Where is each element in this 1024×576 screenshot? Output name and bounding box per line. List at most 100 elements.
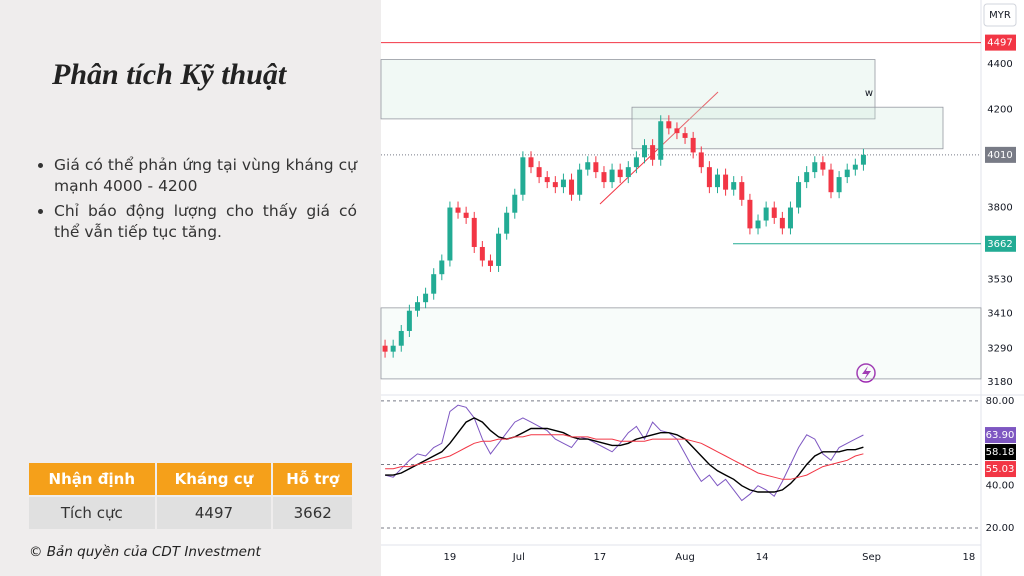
candle-body: [479, 246, 485, 261]
candle-body: [504, 212, 510, 234]
candle-body: [820, 162, 826, 170]
table-cell: Tích cực: [29, 495, 157, 529]
y-tick-label: 3180: [987, 377, 1012, 388]
candle-body: [706, 167, 712, 188]
indicator-line: [384, 404, 864, 502]
value-tag-label: 63.90: [986, 430, 1015, 441]
bullet: Giá có thể phản ứng tại vùng kháng cự mạ…: [54, 155, 357, 197]
candle-body: [796, 182, 802, 208]
level-label: 3662: [987, 239, 1012, 250]
candle-body: [577, 169, 583, 195]
candle-body: [852, 164, 858, 170]
candle-body: [690, 137, 696, 153]
candle-body: [666, 121, 672, 129]
y-tick-label: 3530: [987, 275, 1012, 286]
y-tick-label: 3290: [987, 344, 1012, 355]
candle-body: [658, 121, 664, 160]
level-label: 4010: [987, 150, 1012, 161]
candle-body: [512, 194, 518, 213]
value-tag: [985, 461, 1016, 478]
candle-body: [779, 217, 785, 229]
zone: [380, 59, 876, 120]
value-tag: [985, 427, 1016, 444]
candle-body: [617, 169, 623, 178]
candle-body: [723, 174, 729, 190]
candle-body: [552, 182, 558, 188]
x-tick-label: Sep: [862, 552, 881, 563]
candle-body: [739, 182, 745, 200]
candle-body: [406, 310, 412, 331]
footer: © Bản quyền của CDT Investment: [29, 544, 261, 560]
y-tick-label: 80.00: [986, 396, 1015, 407]
x-tick-label: Jul: [512, 552, 525, 563]
candle-body: [398, 330, 404, 346]
y-tick-label: 3410: [987, 309, 1012, 320]
candle-body: [431, 274, 437, 294]
candle-body: [804, 172, 810, 183]
zone: [631, 106, 944, 150]
candle-body: [560, 179, 566, 188]
summary-table: Nhận định Kháng cự Hỗ trợ Tích cực 4497 3662: [29, 463, 354, 529]
y-tick-label: 4400: [987, 59, 1012, 70]
candle-body: [536, 167, 542, 178]
x-tick-label: 14: [756, 552, 769, 563]
candle-body: [390, 345, 396, 352]
indicator-line: [385, 434, 864, 480]
table-cell: 4497: [155, 495, 274, 529]
candle-body: [698, 152, 704, 168]
y-tick-label: 3800: [987, 203, 1012, 214]
candle-body: [836, 177, 842, 193]
candle-body: [455, 207, 461, 213]
candle-body: [633, 157, 639, 168]
candle-body: [609, 169, 615, 183]
candle-body: [844, 169, 850, 178]
y-tick-label: 4200: [987, 105, 1012, 116]
level-tag: [985, 235, 1016, 252]
bullet: Chỉ báo động lượng cho thấy giá có thể v…: [54, 201, 357, 243]
candle-body: [787, 207, 793, 229]
candle-body: [544, 177, 550, 183]
candle-body: [520, 157, 526, 195]
candle-body: [828, 169, 834, 193]
candle-body: [487, 260, 493, 266]
slide-title: Phân tích Kỹ thuật: [52, 58, 287, 91]
table-header: Kháng cự: [155, 463, 274, 496]
candle-body: [674, 128, 680, 134]
candle-body: [731, 182, 737, 190]
candle-body: [423, 293, 429, 303]
zone: [380, 307, 982, 380]
left-panel: Phân tích Kỹ thuật Giá có thể phản ứng t…: [0, 0, 381, 576]
currency: MYR: [989, 10, 1011, 21]
candle-body: [528, 157, 534, 168]
candle-body: [642, 145, 648, 158]
value-tag-label: 58.18: [986, 447, 1015, 458]
candle-body: [812, 162, 818, 173]
candle-body: [682, 133, 688, 138]
candle-body: [755, 220, 761, 229]
x-tick-label: 19: [444, 552, 457, 563]
table-cell: 3662: [272, 495, 354, 529]
candle-body: [593, 162, 599, 173]
event-icon-bolt: [862, 366, 871, 380]
candle-body: [382, 345, 388, 352]
candle-body: [414, 302, 420, 311]
candle-body: [714, 174, 720, 188]
candle-body: [463, 212, 469, 218]
x-tick-label: 17: [594, 552, 607, 563]
candle-body: [747, 199, 753, 229]
currency-box: [983, 3, 1017, 27]
value-tag: [985, 444, 1016, 461]
annotation: w: [865, 88, 873, 99]
candle-body: [585, 162, 591, 170]
indicator-line: [385, 417, 864, 493]
level-tag: [985, 34, 1016, 51]
level-label: 4497: [987, 38, 1012, 49]
candle-body: [625, 167, 631, 178]
value-tag-label: 55.03: [986, 464, 1015, 475]
candle-body: [650, 145, 656, 160]
candle-body: [601, 172, 607, 183]
bullets: Giá có thể phản ứng tại vùng kháng cự mạ…: [28, 155, 357, 247]
level-tag: [985, 146, 1016, 163]
